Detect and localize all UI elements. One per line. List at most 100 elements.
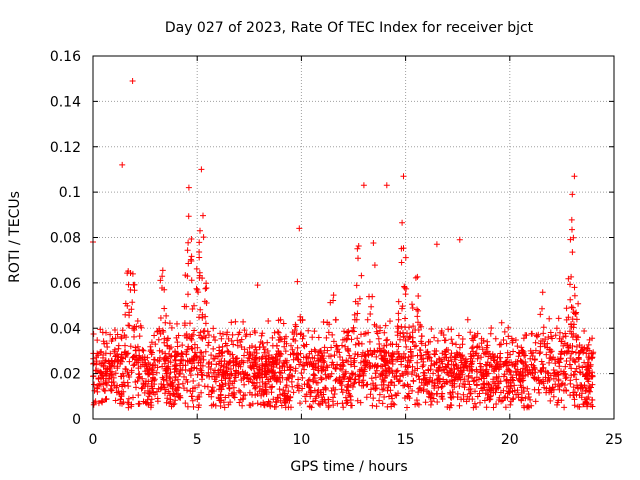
data-point xyxy=(162,367,169,374)
data-point xyxy=(206,332,212,339)
data-point xyxy=(127,286,134,293)
data-point xyxy=(305,377,312,384)
data-point xyxy=(411,343,418,350)
data-point xyxy=(500,387,507,394)
data-point xyxy=(187,320,193,327)
data-point xyxy=(387,379,394,386)
data-point xyxy=(285,388,292,395)
data-point xyxy=(100,362,107,369)
data-point xyxy=(118,373,125,380)
data-point xyxy=(569,348,576,355)
data-point xyxy=(409,387,416,394)
data-point xyxy=(547,346,554,353)
data-point xyxy=(212,337,219,344)
data-point xyxy=(288,342,294,349)
data-point xyxy=(569,191,576,198)
data-point xyxy=(421,370,428,376)
data-point xyxy=(415,389,422,396)
data-point xyxy=(208,352,215,359)
data-point xyxy=(191,302,197,309)
data-point xyxy=(456,344,463,351)
data-point xyxy=(146,390,153,397)
data-point xyxy=(328,362,335,368)
data-point xyxy=(589,403,596,410)
data-point xyxy=(453,341,459,348)
data-point xyxy=(172,356,179,363)
data-point xyxy=(546,315,553,322)
data-point xyxy=(190,378,197,384)
data-point xyxy=(512,358,519,365)
data-point xyxy=(249,400,256,407)
data-point xyxy=(184,387,190,394)
data-point xyxy=(281,335,288,342)
data-point xyxy=(502,404,509,411)
data-point xyxy=(436,355,442,362)
data-point xyxy=(365,351,372,358)
data-point xyxy=(481,397,488,404)
data-point xyxy=(582,372,589,379)
data-point xyxy=(567,281,573,288)
data-point xyxy=(574,384,581,391)
data-point xyxy=(449,340,456,347)
data-point xyxy=(539,365,546,372)
data-point xyxy=(470,404,477,411)
data-point xyxy=(398,259,405,266)
data-point xyxy=(262,382,268,388)
data-point xyxy=(254,282,261,289)
data-point xyxy=(580,401,587,408)
data-point xyxy=(573,309,580,316)
data-point xyxy=(490,404,497,411)
data-point xyxy=(477,360,483,367)
data-point xyxy=(185,260,192,267)
data-point xyxy=(522,395,529,402)
data-point xyxy=(387,318,393,325)
data-point xyxy=(283,340,290,347)
data-point xyxy=(415,327,422,333)
data-point xyxy=(517,378,524,385)
data-point xyxy=(259,386,266,393)
data-point xyxy=(111,358,118,365)
data-point xyxy=(447,394,454,401)
data-point xyxy=(581,346,587,353)
data-point xyxy=(471,400,478,407)
data-point xyxy=(531,374,538,381)
data-point xyxy=(410,378,417,385)
data-point xyxy=(569,226,575,233)
data-point xyxy=(211,388,217,394)
data-point xyxy=(135,392,142,399)
data-point xyxy=(220,363,227,370)
data-point xyxy=(136,400,143,407)
data-point xyxy=(179,367,186,374)
data-point xyxy=(566,361,573,368)
data-point xyxy=(270,396,277,403)
data-point xyxy=(315,334,322,341)
data-point xyxy=(495,373,502,380)
data-point xyxy=(150,362,157,368)
data-point xyxy=(344,399,351,406)
data-point xyxy=(315,400,322,407)
data-point xyxy=(101,340,108,347)
data-point xyxy=(173,387,180,394)
data-point xyxy=(260,344,267,350)
data-point xyxy=(349,402,355,409)
data-point xyxy=(216,397,223,404)
data-point xyxy=(519,373,526,380)
data-point xyxy=(185,291,191,298)
data-point xyxy=(252,373,259,380)
data-point xyxy=(427,374,434,381)
data-point xyxy=(538,369,545,375)
data-point xyxy=(577,369,584,376)
data-point xyxy=(306,384,313,391)
data-point xyxy=(304,381,311,388)
data-point xyxy=(511,382,518,389)
data-point xyxy=(348,336,355,343)
data-point xyxy=(238,344,245,350)
data-point xyxy=(336,349,343,356)
data-point xyxy=(207,366,214,372)
data-point xyxy=(459,352,466,359)
data-point xyxy=(370,395,377,402)
data-point xyxy=(241,352,247,359)
data-point xyxy=(558,338,565,345)
data-point xyxy=(484,370,491,377)
data-point xyxy=(261,368,268,375)
